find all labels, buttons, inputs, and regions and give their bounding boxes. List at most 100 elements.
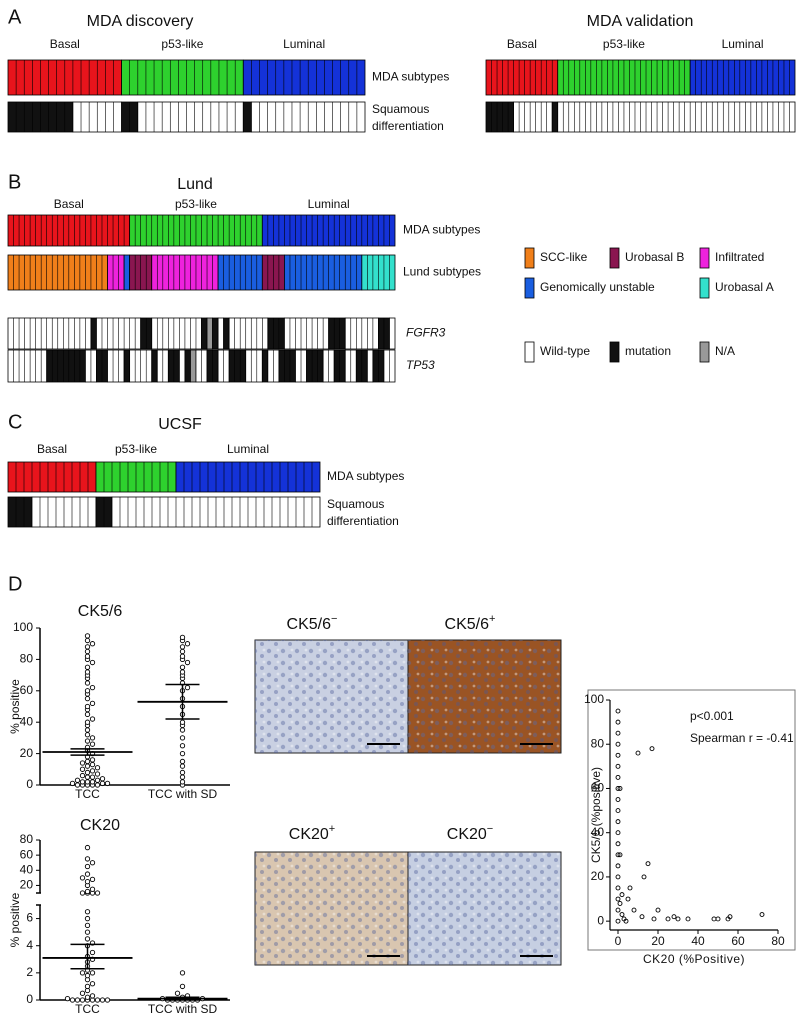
data-point	[651, 916, 657, 922]
micrograph-label-main: CK5/6	[445, 616, 490, 633]
plot-frame	[587, 689, 796, 951]
data-point	[179, 743, 186, 749]
heatmap-run	[7, 317, 92, 350]
legend-label: Wild-type	[540, 344, 590, 358]
data-point	[84, 936, 91, 942]
data-point	[89, 886, 96, 892]
legend-label: N/A	[715, 344, 735, 358]
y-tick-label: 80	[591, 736, 605, 750]
row-label: Lund subtypes	[403, 265, 481, 279]
data-point	[79, 997, 86, 1003]
data-point	[665, 916, 671, 922]
data-point	[84, 732, 91, 738]
y-tick-label: 60	[20, 847, 34, 861]
data-point	[615, 863, 621, 869]
legend-swatch	[609, 247, 620, 269]
data-point	[94, 782, 101, 788]
data-point	[615, 730, 621, 736]
data-point	[631, 907, 637, 913]
data-point	[615, 719, 621, 725]
data-point	[639, 914, 645, 920]
data-point	[94, 771, 101, 777]
data-point	[179, 750, 186, 757]
data-point	[84, 972, 91, 979]
heatmap-run	[228, 349, 247, 383]
micrograph-label: CK5/6+	[445, 613, 496, 633]
data-point	[615, 830, 621, 836]
heatmap-run	[328, 317, 346, 350]
data-point	[79, 760, 86, 766]
data-point	[619, 892, 625, 898]
data-point	[89, 700, 96, 707]
legend-label: Genomically unstable	[540, 280, 655, 294]
micrograph-label-sup: +	[489, 613, 495, 625]
data-point	[615, 741, 621, 747]
data-point	[89, 993, 96, 999]
strip-title: MDA discovery	[87, 13, 194, 30]
group-label: p53-like	[175, 197, 217, 211]
data-point	[84, 871, 91, 877]
x-tick-label: TCC with SD	[148, 1002, 218, 1014]
data-point	[84, 994, 91, 1000]
data-point	[84, 769, 91, 776]
y-tick-label: 60	[591, 781, 605, 795]
data-point	[675, 916, 681, 922]
y-tick-label: 4	[26, 938, 33, 952]
x-tick-label: 60	[731, 934, 745, 948]
legend-swatch	[524, 247, 535, 269]
data-point	[179, 774, 186, 780]
data-point	[179, 763, 186, 769]
data-point	[179, 664, 186, 670]
data-point	[615, 708, 621, 714]
data-point	[84, 680, 91, 686]
data-point	[179, 719, 186, 725]
heatmap-run	[184, 349, 191, 383]
data-point	[179, 644, 186, 650]
data-point	[655, 907, 661, 913]
data-point	[615, 786, 621, 791]
heatmap-run	[121, 59, 244, 96]
panel-label: B	[8, 171, 21, 193]
x-tick-label: TCC	[75, 787, 100, 801]
data-point	[615, 918, 621, 924]
data-point	[99, 780, 106, 787]
data-point	[84, 648, 91, 655]
data-point	[179, 634, 186, 641]
heatmap-run	[245, 349, 263, 383]
panel-label: D	[8, 573, 22, 595]
y-tick-label: 0	[26, 992, 33, 1006]
data-point	[179, 769, 186, 776]
data-point	[615, 852, 621, 858]
heatmap-run	[151, 349, 158, 383]
data-point	[711, 916, 717, 922]
data-point	[179, 779, 186, 785]
micrograph-label-sup: −	[487, 823, 493, 835]
y-tick-label: 0	[597, 913, 604, 927]
micrograph-label-main: CK20	[447, 826, 487, 843]
panel-label: C	[8, 411, 22, 433]
heatmap-run	[278, 349, 296, 383]
data-point	[104, 997, 111, 1003]
data-point	[84, 915, 91, 922]
y-axis-label: % positive	[8, 679, 22, 734]
heatmap-run	[190, 349, 197, 383]
data-point	[69, 780, 76, 787]
data-point	[84, 711, 91, 717]
data-point	[84, 856, 91, 862]
group-label: p53-like	[603, 37, 645, 51]
y-tick-label: 60	[20, 683, 34, 697]
data-point	[89, 774, 96, 780]
heatmap-run	[557, 101, 796, 133]
data-point	[84, 844, 91, 851]
strip-title: MDA validation	[587, 13, 694, 30]
data-point	[84, 758, 91, 765]
legend-label: Urobasal B	[625, 250, 684, 264]
legend-label: Urobasal A	[715, 280, 774, 294]
heatmap-run	[206, 317, 213, 350]
data-point	[84, 909, 91, 915]
data-point	[84, 763, 91, 769]
row-label: differentiation	[372, 119, 444, 133]
data-point	[615, 896, 621, 902]
y-tick-label: 2	[26, 965, 33, 979]
